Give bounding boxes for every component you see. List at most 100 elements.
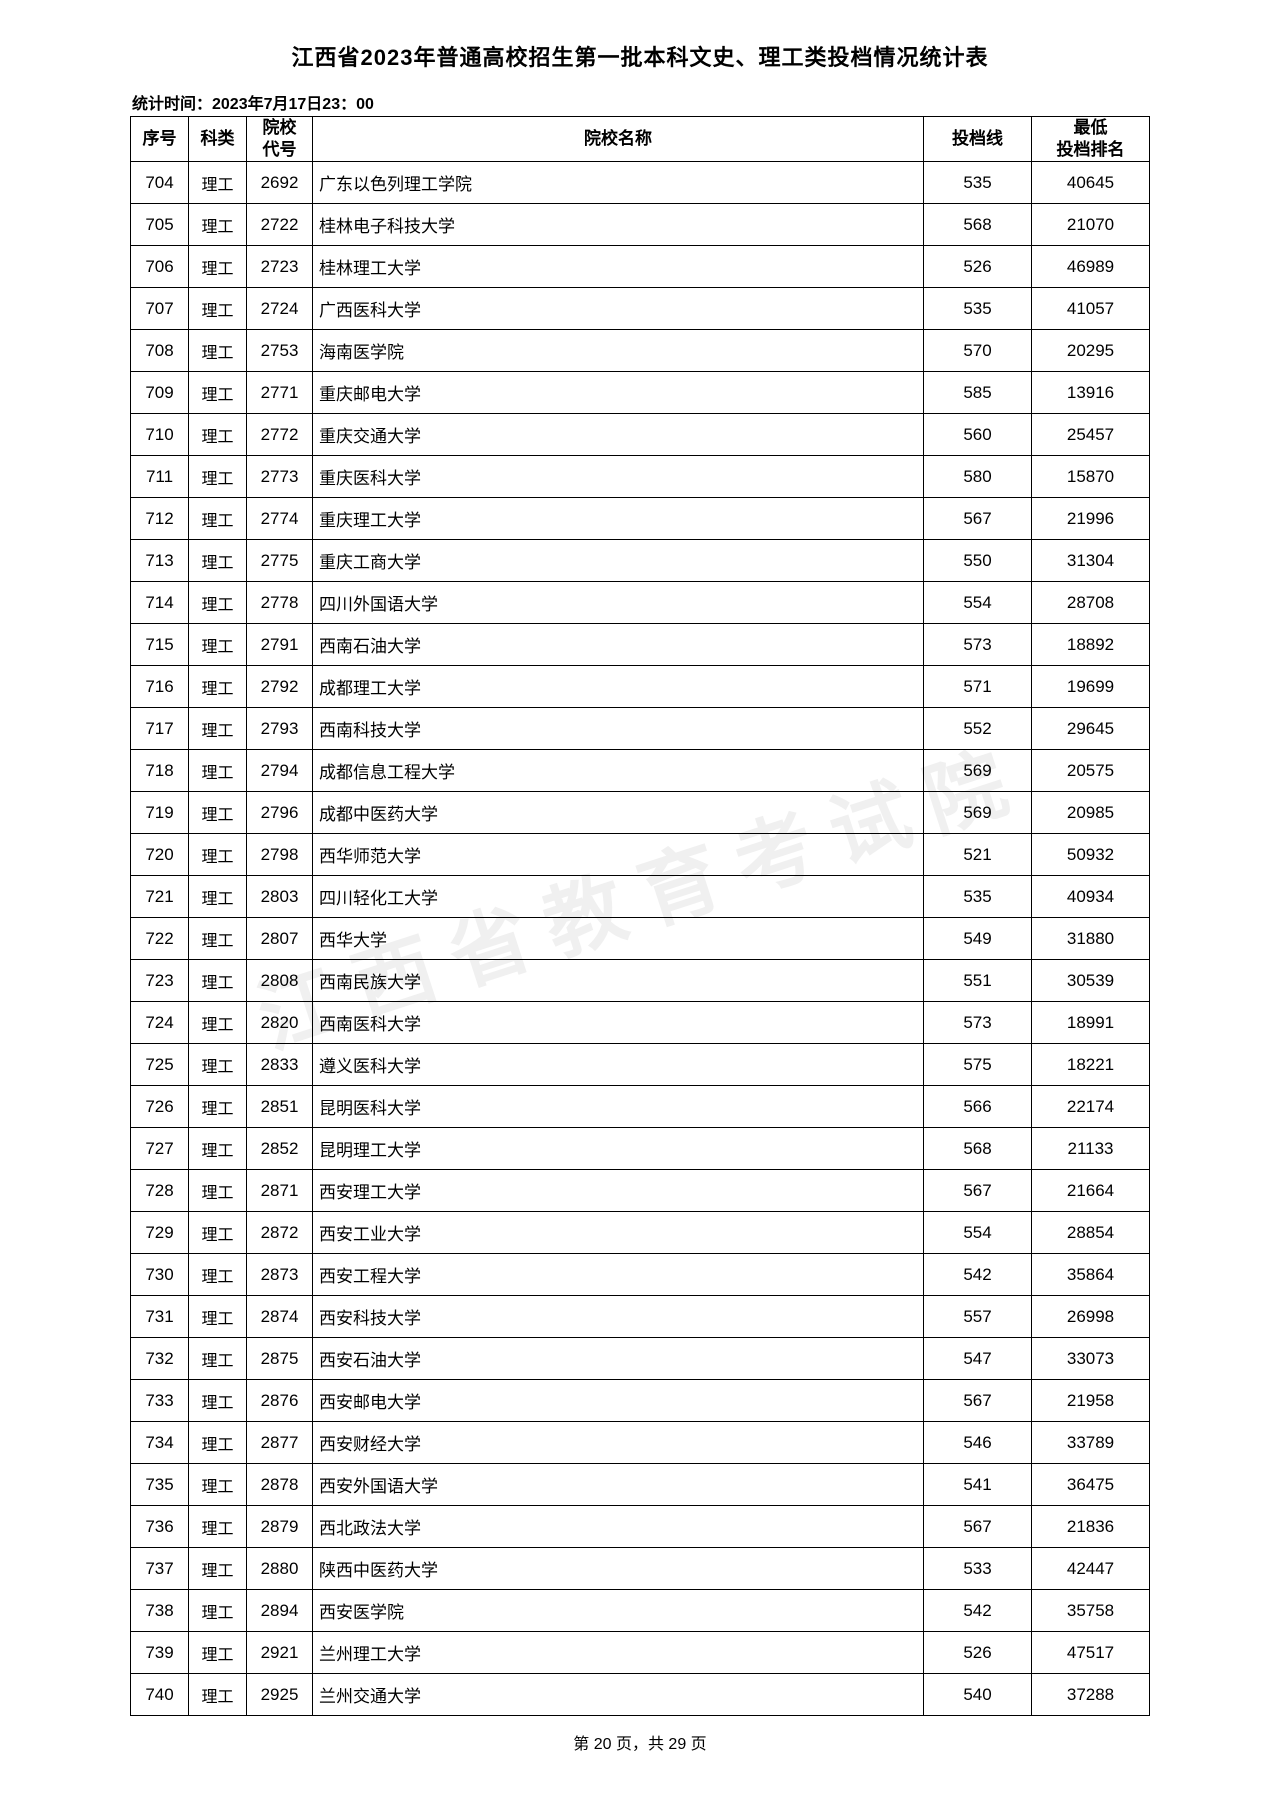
cell-code: 2833 bbox=[247, 1044, 313, 1086]
cell-seq: 735 bbox=[131, 1464, 189, 1506]
cell-cat: 理工 bbox=[189, 1044, 247, 1086]
table-row: 704理工2692广东以色列理工学院53540645 bbox=[131, 162, 1150, 204]
cell-name: 昆明医科大学 bbox=[313, 1086, 924, 1128]
cell-cat: 理工 bbox=[189, 372, 247, 414]
cell-code: 2771 bbox=[247, 372, 313, 414]
cell-code: 2872 bbox=[247, 1212, 313, 1254]
cell-cat: 理工 bbox=[189, 1086, 247, 1128]
cell-cat: 理工 bbox=[189, 1170, 247, 1212]
cell-code: 2875 bbox=[247, 1338, 313, 1380]
cell-rank: 47517 bbox=[1032, 1632, 1150, 1674]
table-row: 715理工2791西南石油大学57318892 bbox=[131, 624, 1150, 666]
cell-score: 569 bbox=[924, 750, 1032, 792]
cell-code: 2773 bbox=[247, 456, 313, 498]
cell-seq: 725 bbox=[131, 1044, 189, 1086]
cell-name: 西南石油大学 bbox=[313, 624, 924, 666]
cell-code: 2794 bbox=[247, 750, 313, 792]
cell-code: 2894 bbox=[247, 1590, 313, 1632]
cell-cat: 理工 bbox=[189, 708, 247, 750]
cell-rank: 22174 bbox=[1032, 1086, 1150, 1128]
table-row: 734理工2877西安财经大学54633789 bbox=[131, 1422, 1150, 1464]
admissions-table: 序号 科类 院校代号 院校名称 投档线 最低投档排名 704理工2692广东以色… bbox=[130, 116, 1150, 1716]
cell-code: 2921 bbox=[247, 1632, 313, 1674]
cell-seq: 717 bbox=[131, 708, 189, 750]
cell-score: 567 bbox=[924, 1380, 1032, 1422]
cell-cat: 理工 bbox=[189, 666, 247, 708]
cell-seq: 705 bbox=[131, 204, 189, 246]
cell-name: 兰州理工大学 bbox=[313, 1632, 924, 1674]
table-row: 708理工2753海南医学院57020295 bbox=[131, 330, 1150, 372]
cell-seq: 716 bbox=[131, 666, 189, 708]
cell-rank: 25457 bbox=[1032, 414, 1150, 456]
table-row: 740理工2925兰州交通大学54037288 bbox=[131, 1674, 1150, 1716]
cell-cat: 理工 bbox=[189, 1212, 247, 1254]
table-row: 735理工2878西安外国语大学54136475 bbox=[131, 1464, 1150, 1506]
cell-code: 2796 bbox=[247, 792, 313, 834]
table-row: 712理工2774重庆理工大学56721996 bbox=[131, 498, 1150, 540]
cell-code: 2925 bbox=[247, 1674, 313, 1716]
cell-score: 549 bbox=[924, 918, 1032, 960]
cell-rank: 21958 bbox=[1032, 1380, 1150, 1422]
cell-name: 四川外国语大学 bbox=[313, 582, 924, 624]
cell-code: 2877 bbox=[247, 1422, 313, 1464]
cell-name: 西安邮电大学 bbox=[313, 1380, 924, 1422]
col-score: 投档线 bbox=[924, 117, 1032, 162]
cell-seq: 734 bbox=[131, 1422, 189, 1464]
cell-score: 541 bbox=[924, 1464, 1032, 1506]
cell-cat: 理工 bbox=[189, 330, 247, 372]
table-row: 718理工2794成都信息工程大学56920575 bbox=[131, 750, 1150, 792]
cell-score: 533 bbox=[924, 1548, 1032, 1590]
cell-rank: 46989 bbox=[1032, 246, 1150, 288]
table-row: 724理工2820西南医科大学57318991 bbox=[131, 1002, 1150, 1044]
cell-seq: 707 bbox=[131, 288, 189, 330]
cell-rank: 31304 bbox=[1032, 540, 1150, 582]
cell-name: 西安理工大学 bbox=[313, 1170, 924, 1212]
cell-seq: 704 bbox=[131, 162, 189, 204]
cell-seq: 733 bbox=[131, 1380, 189, 1422]
cell-score: 567 bbox=[924, 1506, 1032, 1548]
cell-seq: 730 bbox=[131, 1254, 189, 1296]
cell-score: 585 bbox=[924, 372, 1032, 414]
cell-code: 2808 bbox=[247, 960, 313, 1002]
cell-cat: 理工 bbox=[189, 1338, 247, 1380]
table-row: 707理工2724广西医科大学53541057 bbox=[131, 288, 1150, 330]
cell-code: 2724 bbox=[247, 288, 313, 330]
cell-seq: 714 bbox=[131, 582, 189, 624]
table-row: 719理工2796成都中医药大学56920985 bbox=[131, 792, 1150, 834]
cell-rank: 29645 bbox=[1032, 708, 1150, 750]
col-code: 院校代号 bbox=[247, 117, 313, 162]
cell-cat: 理工 bbox=[189, 204, 247, 246]
cell-name: 海南医学院 bbox=[313, 330, 924, 372]
cell-name: 桂林理工大学 bbox=[313, 246, 924, 288]
cell-cat: 理工 bbox=[189, 246, 247, 288]
cell-rank: 35758 bbox=[1032, 1590, 1150, 1632]
table-row: 737理工2880陕西中医药大学53342447 bbox=[131, 1548, 1150, 1590]
cell-rank: 28854 bbox=[1032, 1212, 1150, 1254]
cell-name: 重庆交通大学 bbox=[313, 414, 924, 456]
cell-rank: 30539 bbox=[1032, 960, 1150, 1002]
cell-score: 521 bbox=[924, 834, 1032, 876]
cell-rank: 36475 bbox=[1032, 1464, 1150, 1506]
cell-rank: 19699 bbox=[1032, 666, 1150, 708]
cell-name: 广西医科大学 bbox=[313, 288, 924, 330]
cell-score: 575 bbox=[924, 1044, 1032, 1086]
cell-code: 2873 bbox=[247, 1254, 313, 1296]
cell-seq: 712 bbox=[131, 498, 189, 540]
cell-cat: 理工 bbox=[189, 834, 247, 876]
cell-score: 540 bbox=[924, 1674, 1032, 1716]
cell-rank: 40645 bbox=[1032, 162, 1150, 204]
cell-cat: 理工 bbox=[189, 624, 247, 666]
cell-rank: 18991 bbox=[1032, 1002, 1150, 1044]
cell-score: 526 bbox=[924, 1632, 1032, 1674]
cell-name: 西华大学 bbox=[313, 918, 924, 960]
cell-name: 昆明理工大学 bbox=[313, 1128, 924, 1170]
cell-score: 570 bbox=[924, 330, 1032, 372]
cell-rank: 20295 bbox=[1032, 330, 1150, 372]
cell-score: 542 bbox=[924, 1590, 1032, 1632]
cell-name: 西安科技大学 bbox=[313, 1296, 924, 1338]
table-row: 722理工2807西华大学54931880 bbox=[131, 918, 1150, 960]
cell-name: 西安财经大学 bbox=[313, 1422, 924, 1464]
cell-cat: 理工 bbox=[189, 1674, 247, 1716]
cell-code: 2753 bbox=[247, 330, 313, 372]
cell-cat: 理工 bbox=[189, 1632, 247, 1674]
